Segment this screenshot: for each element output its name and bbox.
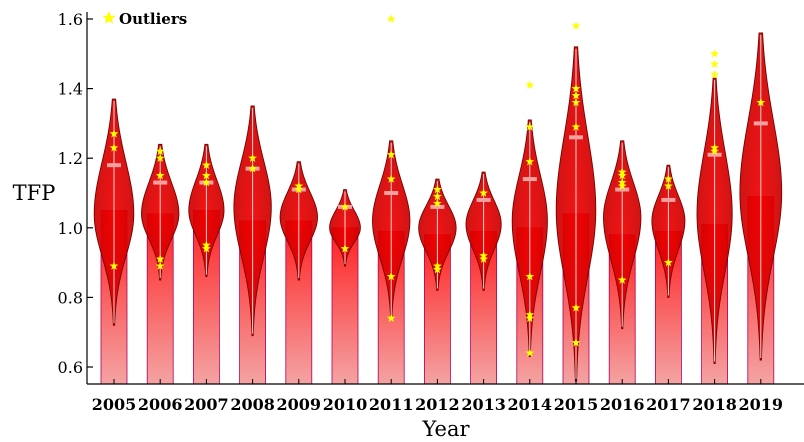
legend-label: Outliers (119, 10, 187, 28)
violin-2013 (466, 172, 501, 384)
outlier-star-2014-0 (525, 81, 534, 89)
median-marker-2005 (107, 163, 121, 167)
x-axis-title: Year (421, 417, 470, 441)
median-marker-2018 (708, 153, 722, 157)
median-marker-2011 (384, 191, 398, 195)
violin-group (94, 14, 781, 384)
legend-star-icon (102, 11, 115, 24)
median-marker-2006 (153, 181, 167, 185)
violin-2016 (604, 141, 641, 384)
outlier-star-2015-0 (572, 21, 581, 29)
x-tick-label-2017: 2017 (646, 395, 691, 414)
violin-2012 (419, 179, 456, 384)
x-tick-label-2012: 2012 (415, 395, 460, 414)
median-marker-2012 (430, 205, 444, 209)
x-tick-label-2019: 2019 (739, 395, 784, 414)
x-tick-label-2007: 2007 (184, 395, 229, 414)
median-marker-2019 (754, 121, 768, 125)
x-tick-label-2016: 2016 (600, 395, 645, 414)
median-marker-2015 (569, 135, 583, 139)
median-marker-2013 (477, 198, 491, 202)
violin-2017 (652, 165, 685, 384)
outlier-star-2018-0 (710, 49, 719, 57)
median-marker-2017 (661, 198, 675, 202)
legend: Outliers (102, 10, 187, 28)
violin-2011 (373, 14, 410, 384)
violin-2014 (512, 81, 547, 384)
outlier-star-2018-2 (710, 70, 719, 78)
x-tick-label-2013: 2013 (461, 395, 506, 414)
x-tick-label-2015: 2015 (554, 395, 599, 414)
violin-2009 (280, 162, 317, 384)
outlier-star-2011-0 (387, 14, 396, 22)
outlier-star-2018-1 (710, 60, 719, 68)
median-marker-2014 (523, 177, 537, 181)
violin-2018 (697, 49, 732, 384)
x-tick-label-2005: 2005 (92, 395, 137, 414)
x-tick-label-2010: 2010 (323, 395, 368, 414)
x-tick-label-2009: 2009 (277, 395, 322, 414)
violin-2019 (740, 33, 782, 384)
x-tick-label-2014: 2014 (508, 395, 553, 414)
x-tick-label-2018: 2018 (692, 395, 737, 414)
x-tick-label-2008: 2008 (230, 395, 275, 414)
x-tick-label-2006: 2006 (138, 395, 183, 414)
x-tick-label-2011: 2011 (369, 395, 414, 414)
violin-2008 (234, 106, 271, 384)
y-tick-label: 1.4 (58, 80, 83, 99)
violin-2005 (94, 99, 134, 384)
y-tick-label: 0.6 (58, 358, 83, 377)
violin-2006 (142, 144, 179, 384)
median-marker-2016 (615, 188, 629, 192)
y-axis-title: TFP (13, 181, 56, 205)
y-tick-label: 1.2 (58, 149, 83, 168)
y-ticks: 0.6 0.8 1.0 1.2 1.4 1.6 (58, 10, 93, 377)
violin-2015 (556, 21, 596, 384)
y-tick-label: 1.6 (58, 10, 83, 29)
violin-2010 (330, 190, 361, 384)
y-tick-label: 1.0 (58, 219, 83, 238)
violin-2007 (189, 144, 224, 384)
y-tick-label: 0.8 (58, 288, 83, 307)
